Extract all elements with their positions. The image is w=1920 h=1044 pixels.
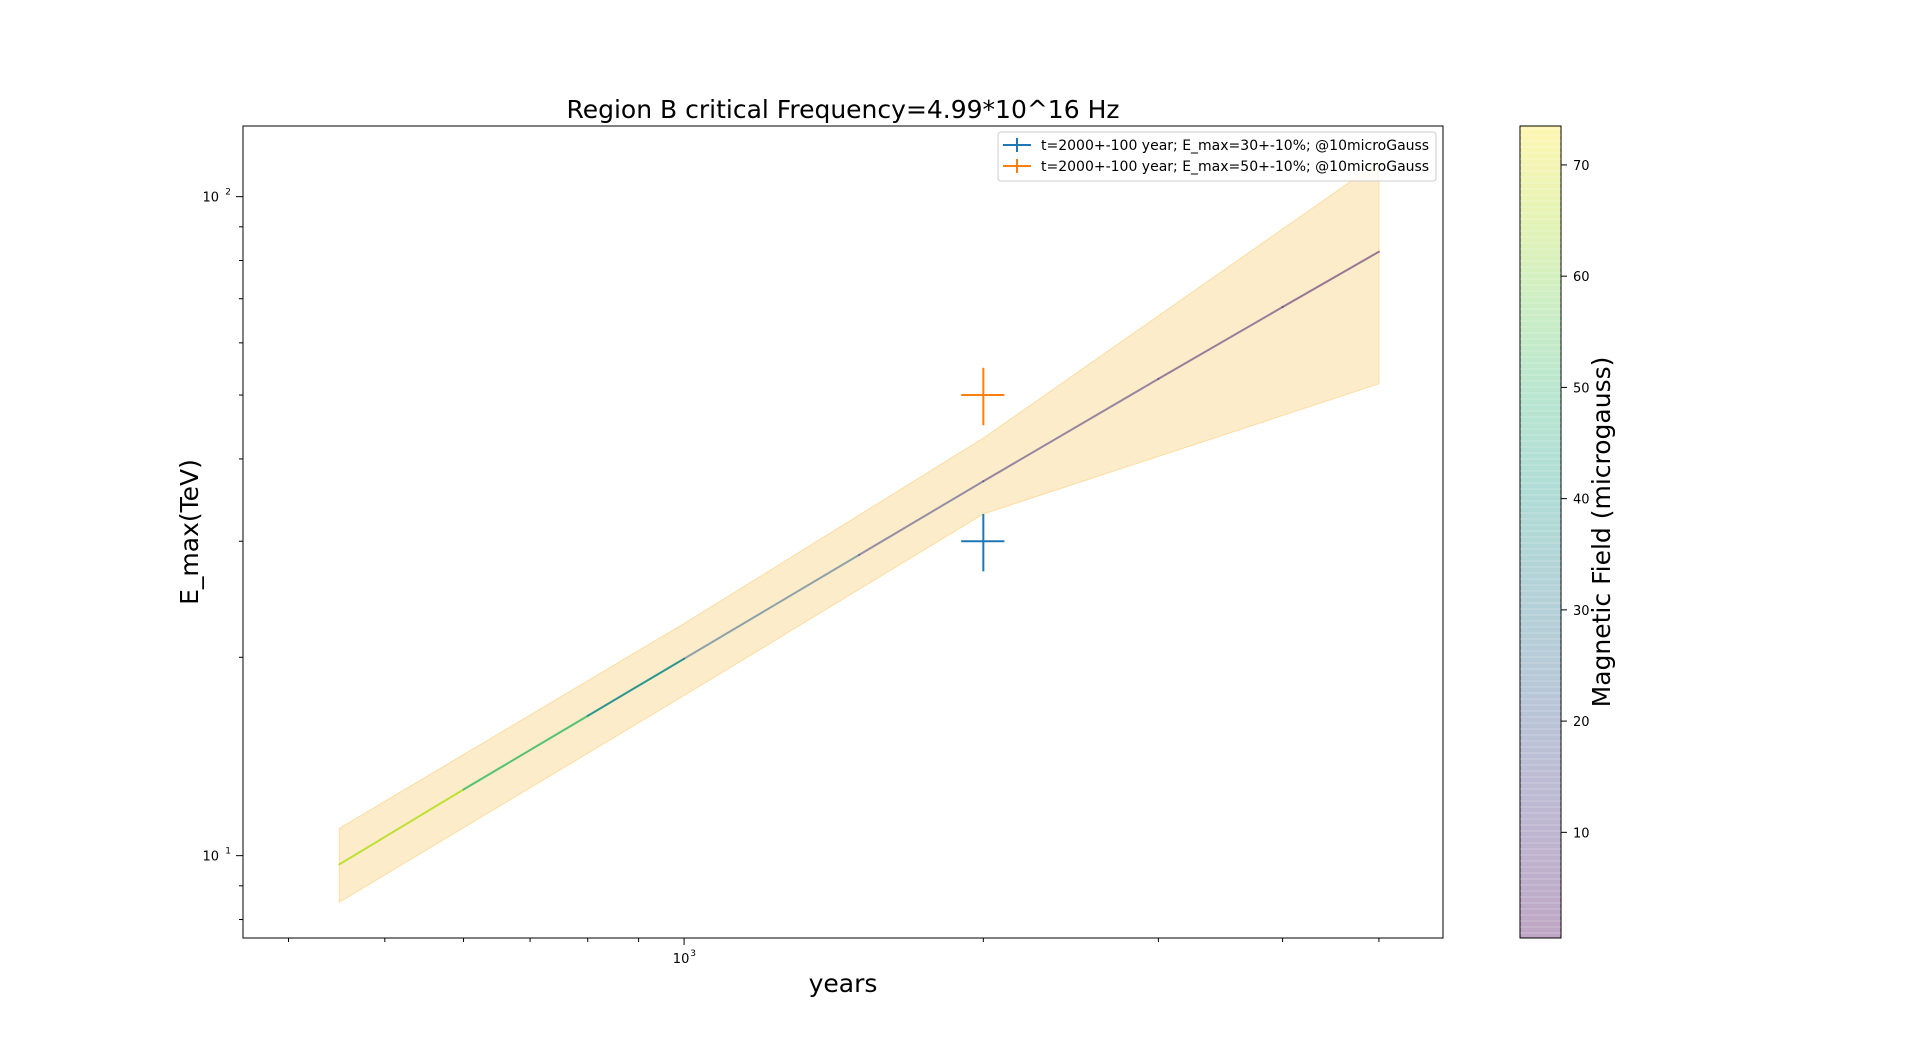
y-axis-label: E_max(TeV) bbox=[175, 459, 204, 605]
y-tick-label: 10 bbox=[202, 850, 219, 865]
legend-frame bbox=[997, 131, 1437, 182]
data-point-1 bbox=[961, 513, 1005, 572]
y-tick-exponent: 1 bbox=[225, 847, 231, 857]
colorbar-tick-label: 20 bbox=[1573, 715, 1590, 730]
colorbar-tick-label: 60 bbox=[1573, 270, 1590, 285]
model-line-segment bbox=[982, 377, 1160, 483]
uncertainty-band bbox=[338, 160, 1380, 904]
x-tick-exponent: 3 bbox=[690, 949, 696, 959]
legend-entry-2: t=2000+-100 year; E_max=50+-10%; @10micr… bbox=[1003, 159, 1429, 175]
legend-entry-1: t=2000+-100 year; E_max=30+-10%; @10micr… bbox=[1003, 138, 1429, 154]
x-tick-label: 10 bbox=[673, 952, 690, 967]
colorbar-tick-label: 30 bbox=[1573, 604, 1590, 619]
colorbar-tick-label: 50 bbox=[1573, 381, 1590, 396]
data-point-2 bbox=[961, 367, 1005, 426]
colorbar-tick-label: 70 bbox=[1573, 159, 1590, 174]
model-line-segment bbox=[338, 788, 465, 866]
chart-title: Region B critical Frequency=4.99*10^16 H… bbox=[566, 95, 1119, 124]
model-line-segment bbox=[1281, 250, 1380, 309]
colorbar-frame bbox=[1519, 125, 1562, 939]
y-tick-label: 10 bbox=[202, 191, 219, 206]
model-line-segment bbox=[858, 480, 985, 556]
colorbar: 10 20 30 40 50 60 70 Magnetic Field (microgaus… bbox=[1519, 125, 1616, 939]
x-axis-label: years bbox=[809, 969, 878, 998]
model-line-segment bbox=[683, 553, 861, 660]
legend: t=2000+-100 year; E_max=30+-10%; @10micr… bbox=[997, 131, 1437, 182]
colorbar-gradient bbox=[1520, 126, 1561, 938]
y-tick-exponent: 2 bbox=[225, 188, 231, 198]
colorbar-tick-label: 40 bbox=[1573, 493, 1590, 508]
model-line-segment bbox=[462, 714, 589, 791]
colorbar-label: Magnetic Field (microgauss) bbox=[1587, 357, 1616, 708]
legend-label-2: t=2000+-100 year; E_max=50+-10%; @10micr… bbox=[1041, 159, 1429, 175]
plot-frame bbox=[242, 125, 1444, 939]
model-line-segment bbox=[1157, 306, 1284, 380]
model-line-segment bbox=[586, 657, 686, 717]
legend-label-1: t=2000+-100 year; E_max=30+-10%; @10micr… bbox=[1041, 138, 1429, 154]
colorbar-tick-label: 10 bbox=[1573, 826, 1590, 841]
